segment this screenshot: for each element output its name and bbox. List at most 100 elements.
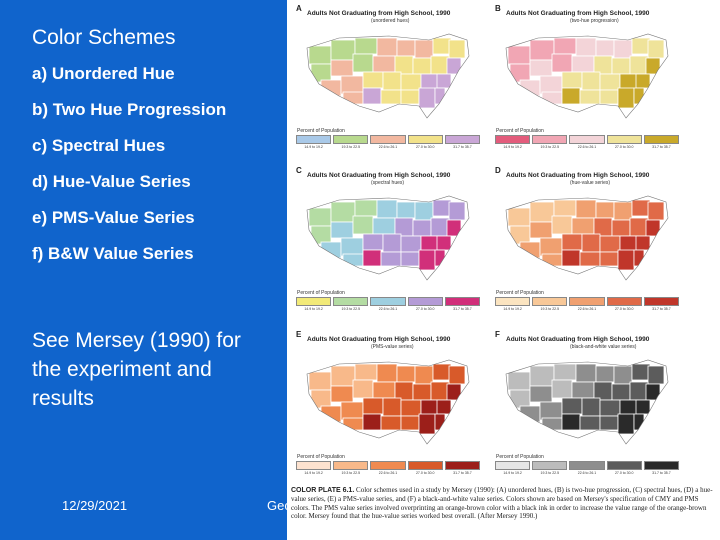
percent-label: Percent of Population [297,128,345,134]
state-region [432,363,452,381]
state-region [561,87,581,105]
state-region [611,219,631,237]
legend-range: 31.7 to 35.7 [652,145,671,149]
legend-color-box [532,135,568,144]
state-region [575,37,597,57]
legend-color-box [296,135,332,144]
color-plate-image: COLOR PLATE 6.1. Color schemes used in a… [287,0,720,540]
state-region [529,59,553,77]
state-region [629,217,649,237]
us-choropleth-map [505,33,669,119]
state-region [529,385,553,403]
state-region [380,251,402,267]
caption-text: Color schemes used in a study by Mersey … [291,486,713,521]
legend-color-box [370,461,406,470]
legend-range: 19.3 to 22.5 [540,307,560,311]
state-region [446,383,462,401]
state-region [613,39,633,59]
panel-subtitle: (two-hue progression) [570,18,619,24]
state-region [519,241,541,259]
state-region [400,235,422,253]
state-region [571,217,595,235]
state-region [436,73,452,89]
state-region [509,63,531,83]
legend-range: 19.3 to 22.5 [341,307,361,311]
state-region [507,371,531,391]
legend: 14.9 to 19.2 19.3 to 22.5 22.6 to 26.1 27.0… [296,297,481,311]
state-region [539,75,563,95]
state-region [571,381,595,399]
state-region [362,413,382,431]
legend-color-box [569,135,605,144]
state-region [362,233,384,251]
panel-title: Adults Not Graduating from High School, … [506,172,650,179]
state-region [553,37,577,55]
legend-swatch: 31.7 to 35.7 [643,135,680,149]
state-region [340,401,364,421]
state-region [561,71,583,89]
state-region [362,71,384,89]
percent-label: Percent of Population [297,290,345,296]
legend-range: 31.7 to 35.7 [652,471,671,475]
legend-range: 22.6 to 26.1 [378,145,398,149]
state-region [529,221,553,239]
state-region [330,59,354,77]
state-region [320,241,342,259]
state-region [382,233,402,253]
state-region [354,37,378,55]
legend-color-box [296,297,332,306]
us-choropleth-map [306,33,470,119]
state-region [579,89,601,105]
us-outline [505,33,669,119]
panel-title: Adults Not Graduating from High School, … [506,10,650,17]
legend-swatch: 27.0 to 30.0 [606,297,642,311]
us-choropleth-map [306,195,470,281]
legend-swatch: 19.3 to 22.5 [333,297,369,311]
state-region [380,415,402,431]
legend-range: 14.9 to 19.2 [503,307,522,311]
legend-color-box [333,297,369,306]
state-region [611,383,631,401]
legend-swatch: 27.0 to 30.0 [407,135,443,149]
state-region [579,251,601,267]
legend-range: 27.0 to 30.0 [614,471,634,475]
legend-color-box [444,461,481,470]
state-region [599,251,619,267]
state-region [418,413,436,435]
state-region [320,405,342,423]
legend-color-box [532,297,568,306]
legend-swatch: 14.9 to 19.2 [495,461,531,475]
map-panel-c: C Adults Not Graduating from High School,… [293,164,481,316]
state-region [541,417,563,431]
legend: 14.9 to 19.2 19.3 to 22.5 22.6 to 26.1 27.0… [495,297,680,311]
state-region [308,207,332,227]
state-region [342,417,364,431]
legend-swatch: 14.9 to 19.2 [296,297,332,311]
percent-label: Percent of Population [297,454,345,460]
state-region [509,225,531,245]
state-region [599,399,621,417]
panel-subtitle: (unordered hues) [371,18,410,24]
scheme-item-c: c) Spectral Hues [32,136,166,155]
legend-color-box [569,297,605,306]
state-region [418,249,436,271]
state-region [647,39,665,59]
scheme-item-b: b) Two Hue Progression [32,100,227,119]
state-region [551,379,573,399]
state-region [599,235,621,253]
state-region [342,91,364,105]
state-region [631,199,651,217]
us-outline [306,33,470,119]
state-region [418,87,436,109]
legend-color-box [296,461,332,470]
state-region [432,199,452,217]
panel-title: Adults Not Graduating from High School, … [307,172,451,179]
us-outline [306,195,470,281]
scheme-item-a: a) Unordered Hue [32,64,175,83]
slide-footer: Geo [267,498,292,513]
legend-swatch: 31.7 to 35.7 [444,297,481,311]
map-panel-a: A Adults Not Graduating from High School,… [293,2,481,154]
state-region [519,79,541,97]
state-region [581,233,601,253]
legend-color-box [407,461,443,470]
